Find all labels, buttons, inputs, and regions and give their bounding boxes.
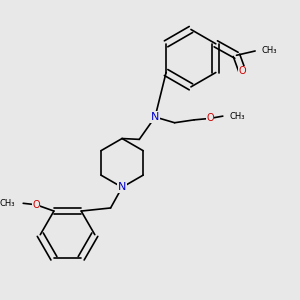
Text: CH₃: CH₃ xyxy=(0,199,15,208)
Text: CH₃: CH₃ xyxy=(230,112,245,121)
Text: O: O xyxy=(32,200,40,210)
Text: O: O xyxy=(206,113,214,123)
Text: CH₃: CH₃ xyxy=(261,46,277,56)
Text: O: O xyxy=(238,66,246,76)
Text: N: N xyxy=(151,112,159,122)
Text: N: N xyxy=(118,182,126,192)
